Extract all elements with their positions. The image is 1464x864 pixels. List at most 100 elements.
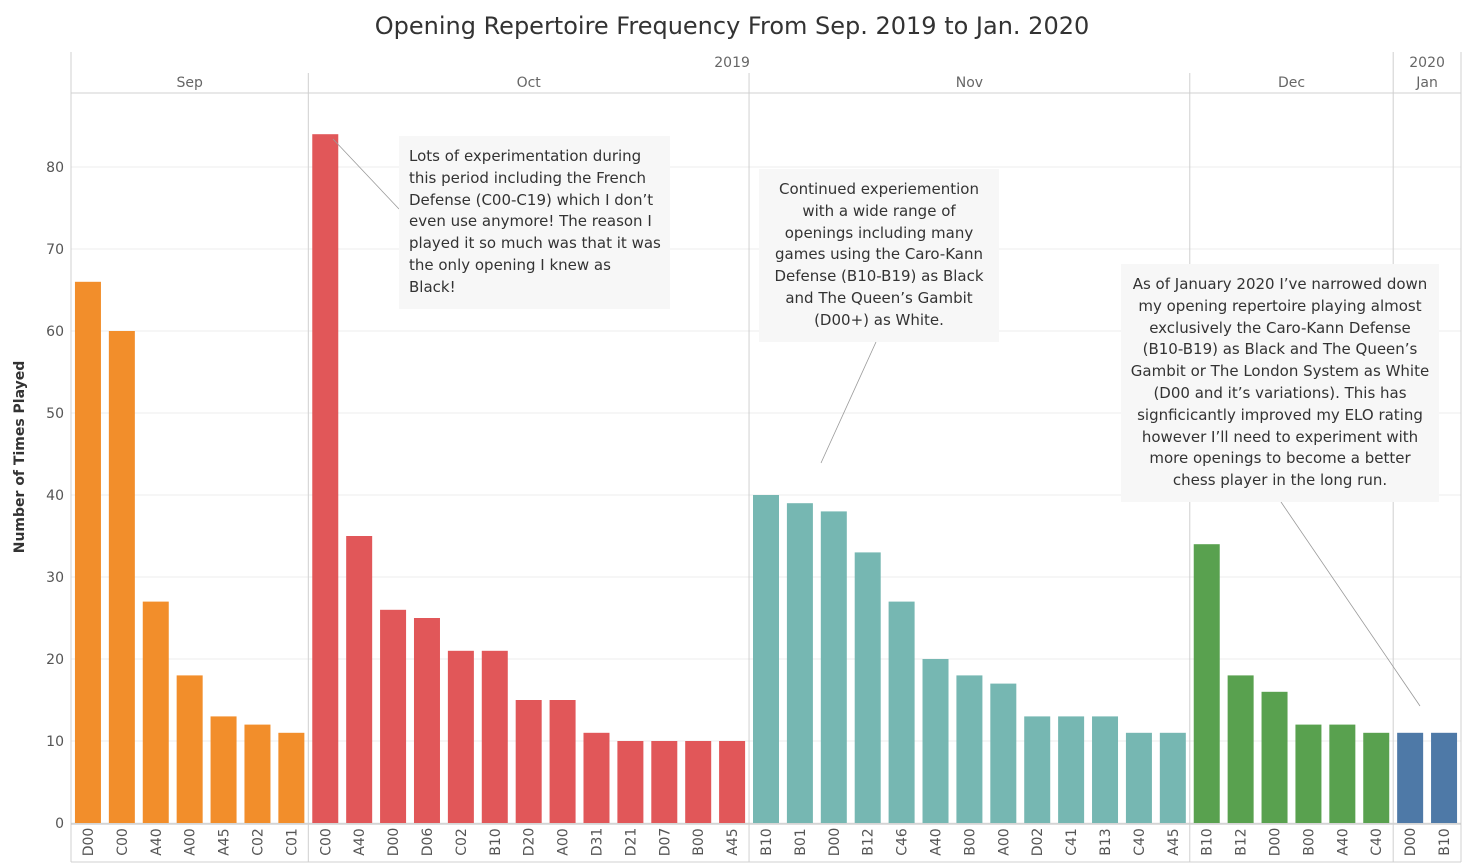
annotation-leaders xyxy=(332,138,1421,707)
category-label: D00 xyxy=(1403,828,1419,857)
category-label: B10 xyxy=(488,828,504,855)
bar xyxy=(1261,691,1288,823)
y-tick-label: 70 xyxy=(46,242,64,258)
bars xyxy=(74,134,1458,823)
category-label: C40 xyxy=(1369,828,1385,856)
category-label: C40 xyxy=(1132,828,1148,856)
y-tick-label: 10 xyxy=(46,734,64,750)
month-label: Jan xyxy=(1415,75,1438,91)
y-tick-label: 50 xyxy=(46,406,64,422)
category-label: A00 xyxy=(996,828,1012,855)
bar xyxy=(447,650,474,823)
annotation-leader xyxy=(332,138,400,210)
bar xyxy=(549,700,576,823)
category-label: B10 xyxy=(1437,828,1453,855)
y-tick-label: 60 xyxy=(46,324,64,340)
bar xyxy=(617,741,644,823)
x-axis: D00 C00 A40 A00 A45 C02 C01 C00 A40 D00 D06 C02 B10 D… xyxy=(81,828,1453,857)
annotation-leader xyxy=(820,341,877,464)
category-label: C41 xyxy=(1064,828,1080,856)
bar xyxy=(651,741,678,823)
bar xyxy=(312,134,339,823)
bar xyxy=(108,331,135,823)
bar xyxy=(74,281,101,823)
category-label: C46 xyxy=(895,828,911,856)
chart-title: Opening Repertoire Frequency From Sep. 2… xyxy=(375,12,1090,40)
bar xyxy=(1193,544,1220,823)
annotation-leader xyxy=(1280,501,1421,707)
annotation-jan: As of January 2020 I’ve narrowed down my… xyxy=(1121,264,1439,502)
bar xyxy=(380,609,407,823)
category-label: A45 xyxy=(217,828,233,855)
y-axis-label: Number of Times Played xyxy=(12,361,28,554)
month-label: Nov xyxy=(956,75,983,91)
bar xyxy=(278,732,305,823)
bar xyxy=(1431,732,1458,823)
category-label: A45 xyxy=(725,828,741,855)
category-label: D00 xyxy=(386,828,402,857)
bar xyxy=(753,495,779,823)
bar xyxy=(888,601,915,823)
category-label: B12 xyxy=(1234,828,1250,855)
bar xyxy=(210,716,237,823)
category-label: D20 xyxy=(522,828,538,857)
bar xyxy=(1363,732,1390,823)
category-label: D02 xyxy=(1030,828,1046,857)
category-label: D21 xyxy=(623,828,639,857)
category-label: B00 xyxy=(1301,828,1317,855)
date-header: 2019 2020 Sep Oct Nov Dec Jan xyxy=(176,55,1444,91)
y-tick-label: 30 xyxy=(46,570,64,586)
bar xyxy=(719,741,746,823)
bar xyxy=(990,683,1017,823)
bar xyxy=(1227,675,1254,823)
category-label: A40 xyxy=(149,828,165,855)
bar xyxy=(1295,724,1322,823)
category-label: D06 xyxy=(420,828,436,857)
category-label: C02 xyxy=(250,828,266,856)
bar xyxy=(922,659,949,823)
category-label: C00 xyxy=(318,828,334,856)
year-label: 2020 xyxy=(1409,55,1445,71)
bar xyxy=(685,741,712,823)
category-label: B00 xyxy=(691,828,707,855)
bar xyxy=(1125,732,1152,823)
category-label: D31 xyxy=(589,828,605,857)
category-label: D00 xyxy=(827,828,843,857)
panel-frame xyxy=(70,52,1462,863)
bar xyxy=(583,732,610,823)
category-label: B00 xyxy=(962,828,978,855)
month-label: Dec xyxy=(1278,75,1305,91)
bar xyxy=(244,724,271,823)
category-label: B10 xyxy=(1200,828,1216,855)
category-label: A00 xyxy=(183,828,199,855)
category-label: C02 xyxy=(454,828,470,856)
category-label: D00 xyxy=(81,828,97,857)
category-label: B13 xyxy=(1098,828,1114,855)
category-label: A40 xyxy=(929,828,945,855)
bar xyxy=(1058,716,1085,823)
y-tick-label: 0 xyxy=(55,816,64,832)
category-label: C01 xyxy=(284,828,300,856)
category-label: A45 xyxy=(1166,828,1182,855)
bar xyxy=(413,618,440,823)
bar xyxy=(1397,732,1424,823)
bar xyxy=(176,675,203,823)
bar xyxy=(481,650,508,823)
y-tick-label: 20 xyxy=(46,652,64,668)
category-label: A00 xyxy=(556,828,572,855)
category-label: C00 xyxy=(115,828,131,856)
category-label: A40 xyxy=(1335,828,1351,855)
category-label: B01 xyxy=(793,828,809,855)
bar xyxy=(515,700,542,823)
bar xyxy=(346,536,373,823)
bar xyxy=(854,552,881,823)
y-tick-label: 80 xyxy=(46,160,64,176)
category-label: D00 xyxy=(1268,828,1284,857)
bar xyxy=(1159,732,1186,823)
annotation-nov: Continued experiemention with a wide ran… xyxy=(759,169,999,342)
year-label: 2019 xyxy=(714,55,750,71)
bar xyxy=(786,503,813,823)
bar xyxy=(1024,716,1051,823)
category-label: D07 xyxy=(657,828,673,857)
